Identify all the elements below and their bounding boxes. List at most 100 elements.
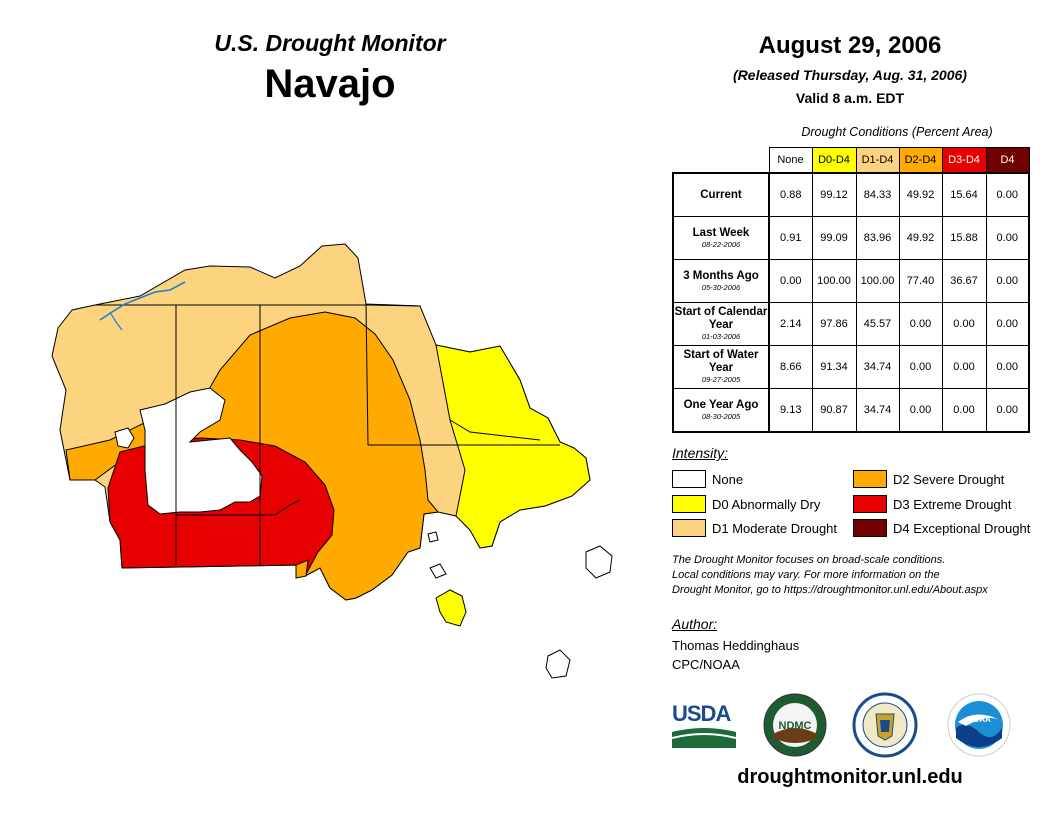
site-url[interactable]: droughtmonitor.unl.edu <box>737 766 963 788</box>
legend-label: None <box>712 471 744 487</box>
legend-swatch <box>853 495 887 513</box>
author-name: Thomas Heddinghaus <box>672 638 800 653</box>
table-cell: 0.91 <box>768 216 813 260</box>
note-line: Local conditions may vary. For more info… <box>672 569 940 581</box>
row-label: One Year Ago <box>683 398 759 411</box>
col-header-d4: D4 <box>985 147 1030 174</box>
legend-item-d1: D1 Moderate Drought <box>672 519 837 537</box>
legend-item-d3: D3 Extreme Drought <box>853 495 1012 513</box>
table-cell: 0.88 <box>768 172 813 217</box>
d0-region <box>435 344 591 549</box>
table-row: Start of Water Year 09-27-2005 8.66 91.34… <box>672 345 1030 389</box>
row-date: 01-03-2006 <box>701 332 741 341</box>
table-cell: 34.74 <box>855 388 900 433</box>
legend-swatch <box>853 519 887 537</box>
table-cell: 0.00 <box>941 345 987 389</box>
author-heading: Author: <box>672 616 718 632</box>
legend-item-d4: D4 Exceptional Drought <box>853 519 1030 537</box>
table-row: Last Week 08-22-2006 0.91 99.09 83.96 49.… <box>672 216 1030 260</box>
legend-label: D0 Abnormally Dry <box>712 496 821 512</box>
row-label: 3 Months Ago <box>683 269 759 282</box>
table-cell: 90.87 <box>811 388 857 433</box>
row-date: 09-27-2005 <box>701 375 741 384</box>
table-cell: 100.00 <box>855 259 900 303</box>
none-region <box>139 387 263 515</box>
table-cell: 34.74 <box>855 345 900 389</box>
legend-swatch <box>853 470 887 488</box>
row-label: Start of Calendar Year <box>674 306 768 331</box>
map-date: August 29, 2006 <box>758 32 942 59</box>
table-cell: 91.34 <box>811 345 857 389</box>
table-cell: 49.92 <box>898 216 943 260</box>
table-row: 3 Months Ago 05-30-2006 0.00 100.00 100.0… <box>672 259 1030 303</box>
row-label: Start of Water Year <box>683 349 759 374</box>
map-title: Navajo <box>264 62 396 106</box>
notes: The Drought Monitor focuses on broad-sca… <box>672 553 1052 598</box>
table-cell: 0.00 <box>985 302 1030 346</box>
table-cell: 0.00 <box>985 172 1030 217</box>
row-date: 05-30-2006 <box>701 282 741 292</box>
table-cell: 0.00 <box>985 388 1030 433</box>
table-cell: 99.12 <box>811 172 857 217</box>
valid-time: Valid 8 a.m. EDT <box>795 90 905 106</box>
drought-map <box>51 243 613 679</box>
table-cell: 15.64 <box>941 172 987 217</box>
table-cell: 100.00 <box>811 259 857 303</box>
legend-label: D3 Extreme Drought <box>893 496 1012 512</box>
svg-text:NOAA: NOAA <box>967 715 991 724</box>
legend-item-d2: D2 Severe Drought <box>853 470 1004 488</box>
map-subtitle: U.S. Drought Monitor <box>214 30 446 56</box>
drought-conditions-table: None D0-D4 D1-D4 D2-D4 D3-D4 D4 Current … <box>672 147 1030 433</box>
satellite-d2 <box>295 559 309 579</box>
ndmc-logo: NDMC <box>763 693 827 757</box>
table-cell: 0.00 <box>985 259 1030 303</box>
table-row: Start of Calendar Year 01-03-2006 2.14 97… <box>672 302 1030 346</box>
row-date: 08-22-2006 <box>701 239 741 249</box>
legend-label: D4 Exceptional Drought <box>893 520 1031 536</box>
row-date: 08-30-2005 <box>701 411 741 421</box>
col-header-none: None <box>768 147 813 174</box>
row-label: Current <box>700 188 742 201</box>
noaa-logo: NOAA <box>947 693 1011 757</box>
row-label: Last Week <box>692 226 750 239</box>
legend-title: Intensity: <box>672 445 729 461</box>
table-cell: 49.92 <box>898 172 943 217</box>
legend-label: D1 Moderate Drought <box>712 520 838 536</box>
author-org: CPC/NOAA <box>672 657 740 672</box>
river <box>99 281 186 321</box>
legend-swatch <box>672 519 706 537</box>
table-cell: 36.67 <box>941 259 987 303</box>
satellite-none-east <box>585 545 613 579</box>
commerce-seal-logo <box>852 692 918 758</box>
table-cell: 97.86 <box>811 302 857 346</box>
table-cell: 0.00 <box>898 388 943 433</box>
table-cell: 0.00 <box>768 259 813 303</box>
table-cell: 0.00 <box>898 345 943 389</box>
satellite-none-south <box>545 649 571 679</box>
table-cell: 0.00 <box>985 345 1030 389</box>
note-line: Drought Monitor, go to https://droughtmo… <box>672 584 988 596</box>
table-cell: 8.66 <box>768 345 813 389</box>
table-cell: 9.13 <box>768 388 813 433</box>
table-cell: 2.14 <box>768 302 813 346</box>
table-cell: 77.40 <box>898 259 943 303</box>
table-cell: 0.00 <box>941 388 987 433</box>
legend-label: D2 Severe Drought <box>893 471 1005 487</box>
satellite-d0 <box>435 589 467 627</box>
legend-swatch <box>672 470 706 488</box>
table-cell: 15.88 <box>941 216 987 260</box>
note-line: The Drought Monitor focuses on broad-sca… <box>672 554 946 566</box>
col-header-d0-d4: D0-D4 <box>811 147 857 174</box>
release-date: (Released Thursday, Aug. 31, 2006) <box>733 67 967 83</box>
legend-item-d0: D0 Abnormally Dry <box>672 495 820 513</box>
col-header-d3-d4: D3-D4 <box>941 147 987 174</box>
legend-swatch <box>672 495 706 513</box>
table-cell: 83.96 <box>855 216 900 260</box>
col-header-d1-d4: D1-D4 <box>855 147 900 174</box>
col-header-d2-d4: D2-D4 <box>898 147 943 174</box>
legend-item-none: None <box>672 470 743 488</box>
county-lines <box>95 303 560 565</box>
usda-logo: USDA <box>672 702 736 748</box>
table-cell: 0.00 <box>985 216 1030 260</box>
table-cell: 0.00 <box>941 302 987 346</box>
